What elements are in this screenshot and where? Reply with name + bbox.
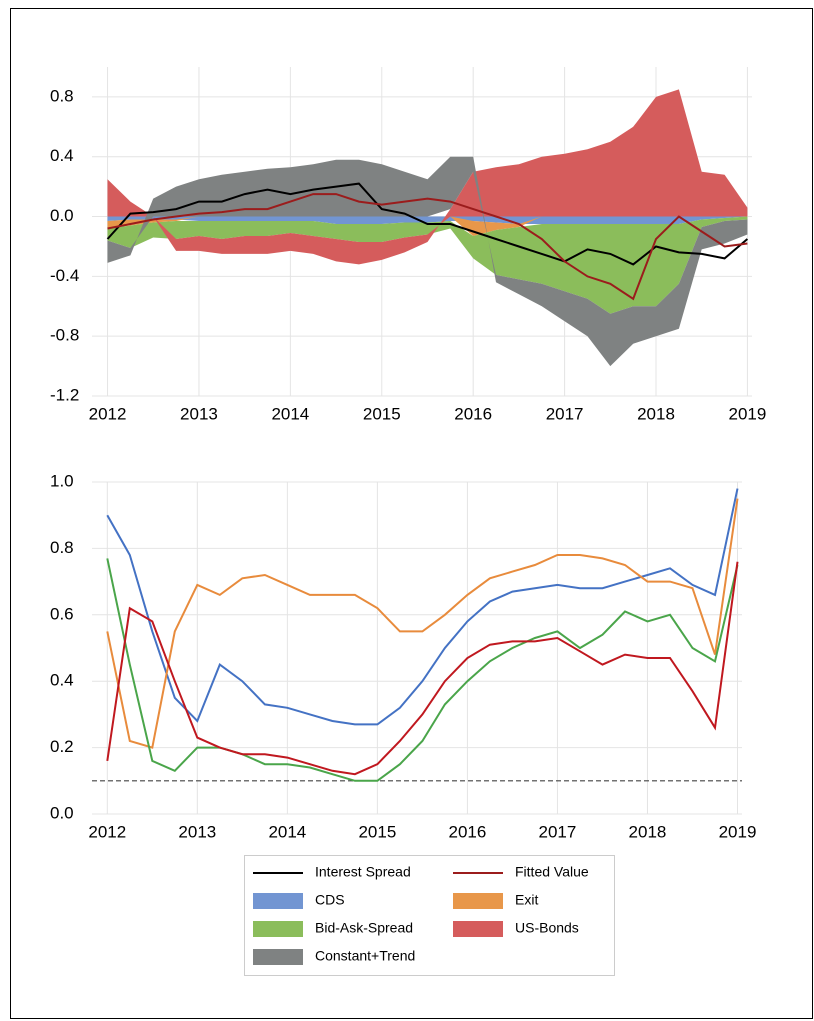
legend-box: [244, 855, 615, 976]
x-tick-label: 2018: [629, 822, 667, 841]
x-tick-label: 2018: [637, 404, 675, 423]
x-tick-label: 2013: [180, 404, 218, 423]
y-tick-label: 0.4: [50, 146, 74, 165]
x-tick-label: 2016: [454, 404, 492, 423]
y-tick-label: 0.4: [50, 671, 74, 690]
y-tick-label: 0.2: [50, 737, 74, 756]
area: [107, 216, 748, 224]
legend-label: Constant+Trend: [315, 948, 415, 964]
y-tick-label: 0.0: [50, 803, 74, 822]
area: [107, 216, 748, 314]
x-tick-label: 2012: [88, 822, 126, 841]
line: [106, 488, 739, 726]
legend-swatch: [253, 893, 303, 909]
legend-swatch: [253, 949, 303, 965]
line: [106, 561, 739, 776]
y-tick-label: -0.4: [50, 266, 79, 285]
legend-label: CDS: [315, 892, 345, 908]
area: [107, 89, 748, 265]
legend-swatch: [453, 893, 503, 909]
x-tick-label: 2019: [719, 822, 757, 841]
legend-label: Bid-Ask-Spread: [315, 920, 413, 936]
y-tick-label: 1.0: [50, 471, 74, 490]
y-tick-label: 0.8: [50, 86, 74, 105]
line: [107, 193, 748, 301]
x-tick-label: 2015: [358, 822, 396, 841]
y-tick-label: -0.8: [50, 326, 79, 345]
legend-swatch: [453, 921, 503, 937]
legend-swatch: [253, 921, 303, 937]
x-tick-label: 2014: [271, 404, 309, 423]
x-tick-label: 2012: [89, 404, 127, 423]
y-tick-label: 0.0: [50, 206, 74, 225]
x-tick-label: 2017: [539, 822, 577, 841]
legend-label: US-Bonds: [515, 920, 579, 936]
x-tick-label: 2016: [449, 822, 487, 841]
y-tick-label: 0.6: [50, 604, 74, 623]
frame: [10, 8, 813, 1019]
x-tick-label: 2014: [268, 822, 306, 841]
line: [106, 182, 749, 266]
line: [106, 498, 739, 749]
line: [106, 558, 739, 782]
x-tick-label: 2017: [546, 404, 584, 423]
x-tick-label: 2015: [363, 404, 401, 423]
y-tick-label: -1.2: [50, 385, 79, 404]
x-tick-label: 2013: [178, 822, 216, 841]
x-tick-label: 2019: [729, 404, 767, 423]
legend-label: Exit: [515, 892, 538, 908]
legend-label: Interest Spread: [315, 864, 411, 880]
legend-label: Fitted Value: [515, 864, 589, 880]
y-tick-label: 0.8: [50, 538, 74, 557]
